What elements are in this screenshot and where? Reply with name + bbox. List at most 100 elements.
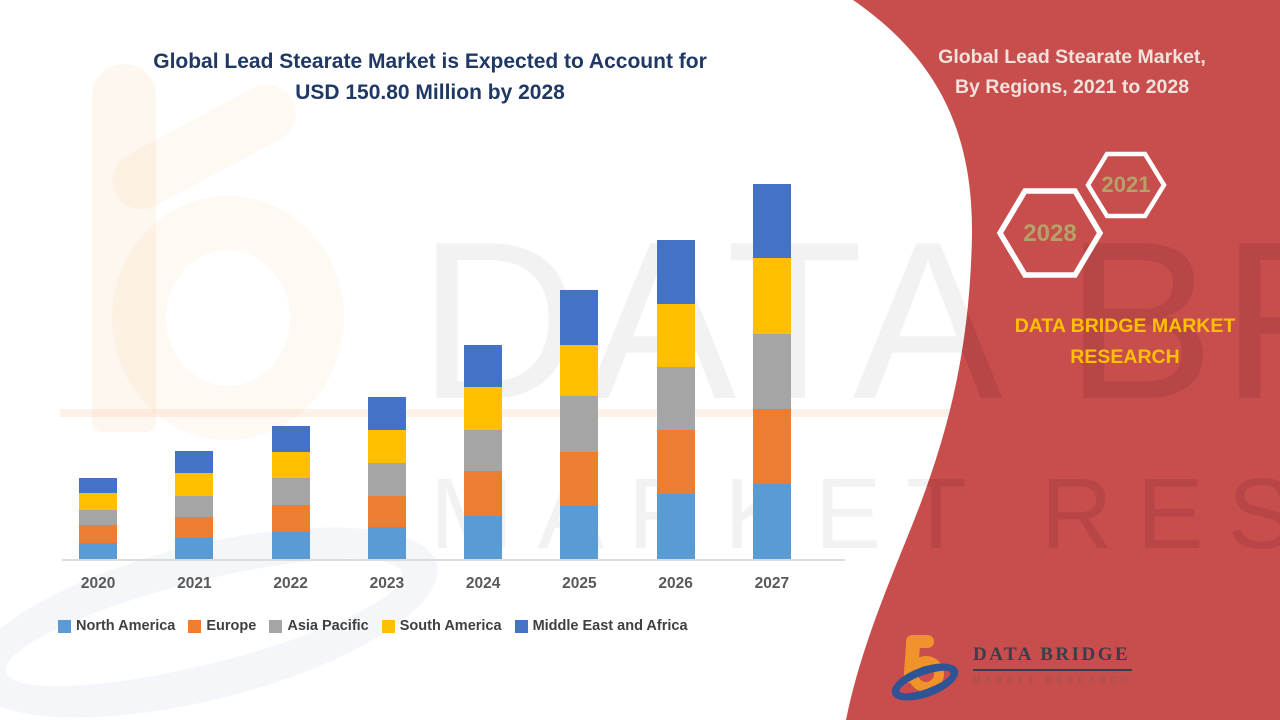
- bar-column-2020: [50, 179, 146, 559]
- chart-title-line2: USD 150.80 Million by 2028: [295, 81, 565, 104]
- legend-label-europe: Europe: [206, 618, 257, 634]
- segment-middle-east-and-africa: [367, 397, 406, 431]
- x-tick-2025: 2025: [562, 575, 597, 592]
- segment-middle-east-and-africa: [560, 289, 599, 346]
- segment-asia-pacific: [560, 396, 599, 453]
- chart-legend: North America Europe Asia Pacific South Ame…: [58, 618, 848, 634]
- databridge-logo-icon: [886, 631, 967, 709]
- sidebar-title: Global Lead Stearate Market, By Regions,…: [900, 42, 1244, 102]
- segment-south-america: [656, 304, 695, 368]
- legend-item-asia-pacific: Asia Pacific: [269, 618, 369, 634]
- logo-text-block: DATA BRIDGE MARKET RESEARCH: [973, 631, 1133, 685]
- x-axis-labels: 2020 2021 2022 2023 2024 2025 2026 2027: [50, 575, 820, 593]
- chart-title-line1: Global Lead Stearate Market is Expected …: [153, 50, 707, 73]
- segment-north-america: [79, 542, 118, 559]
- legend-label-middle-east-and-africa: Middle East and Africa: [532, 618, 688, 634]
- segment-asia-pacific: [271, 478, 310, 506]
- bar-column-2026: [628, 179, 724, 559]
- hexagon-outline: [996, 188, 1104, 278]
- segment-asia-pacific: [79, 510, 118, 526]
- x-tick-2022: 2022: [273, 575, 308, 592]
- chart-title: Global Lead Stearate Market is Expected …: [60, 46, 800, 108]
- x-tick-2026: 2026: [658, 575, 693, 592]
- hexagon-year-front: 2021: [1102, 172, 1151, 197]
- segment-south-america: [175, 472, 214, 496]
- segment-north-america: [271, 532, 310, 559]
- logo-tagline: MARKET RESEARCH: [973, 675, 1133, 685]
- segment-south-america: [752, 258, 791, 334]
- legend-label-north-america: North America: [76, 618, 176, 634]
- legend-label-south-america: South America: [399, 618, 502, 634]
- segment-europe: [752, 408, 791, 484]
- hexagon-outline: [1085, 151, 1167, 219]
- logo-b-bowl: [908, 656, 944, 692]
- segment-north-america: [560, 506, 599, 559]
- legend-swatch-europe: [188, 619, 202, 633]
- segment-europe: [656, 430, 695, 495]
- segment-south-america: [271, 452, 310, 479]
- segment-europe: [367, 495, 406, 527]
- hexagon-year-back: 2028: [1023, 220, 1076, 247]
- segment-middle-east-and-africa: [175, 450, 214, 473]
- stacked-bar-2023: [367, 397, 406, 559]
- legend-label-asia-pacific: Asia Pacific: [287, 618, 369, 634]
- x-axis-line: [62, 559, 845, 561]
- sidebar-title-line1: Global Lead Stearate Market,: [938, 46, 1206, 68]
- segment-asia-pacific: [175, 495, 214, 517]
- hexagon-badge-2028: 2028: [996, 188, 1104, 278]
- segment-europe: [464, 471, 503, 516]
- segment-middle-east-and-africa: [464, 345, 503, 388]
- segment-middle-east-and-africa: [79, 478, 118, 494]
- segment-middle-east-and-africa: [752, 184, 791, 259]
- stacked-bar-2025: [560, 289, 599, 559]
- segment-south-america: [367, 430, 406, 464]
- segment-south-america: [560, 345, 599, 397]
- bar-column-2022: [243, 179, 339, 559]
- legend-item-south-america: South America: [381, 618, 502, 634]
- brand-name: DATA BRIDGE MARKET RESEARCH: [1014, 315, 1236, 368]
- legend-item-north-america: North America: [58, 618, 175, 634]
- bar-column-2024: [435, 179, 531, 559]
- legend-swatch-asia-pacific: [269, 619, 283, 633]
- red-panel-shape: [846, 0, 1280, 720]
- segment-middle-east-and-africa: [656, 240, 695, 305]
- x-tick-2020: 2020: [80, 575, 116, 592]
- stacked-bar-plot: [50, 179, 820, 559]
- bar-column-2023: [339, 179, 435, 559]
- legend-swatch-north-america: [58, 619, 71, 633]
- segment-asia-pacific: [656, 367, 695, 431]
- x-tick-2027: 2027: [754, 575, 790, 592]
- segment-south-america: [79, 493, 118, 511]
- segment-europe: [175, 516, 214, 538]
- segment-south-america: [464, 387, 503, 431]
- legend-swatch-middle-east-and-africa: [514, 619, 528, 633]
- stacked-bar-2020: [79, 478, 118, 559]
- stacked-bar-2022: [271, 426, 310, 559]
- stacked-bar-2027: [752, 184, 791, 559]
- bar-column-2025: [531, 179, 627, 559]
- segment-asia-pacific: [367, 463, 406, 496]
- segment-europe: [271, 505, 310, 533]
- segment-europe: [79, 525, 118, 543]
- segment-north-america: [656, 494, 695, 559]
- segment-middle-east-and-africa: [271, 426, 310, 453]
- segment-asia-pacific: [464, 430, 503, 472]
- segment-north-america: [464, 516, 503, 559]
- databridge-logo: DATA BRIDGE MARKET RESEARCH: [886, 631, 1133, 709]
- stacked-bar-2021: [175, 450, 214, 559]
- stacked-bar-2024: [464, 345, 503, 559]
- segment-north-america: [175, 537, 214, 559]
- legend-item-middle-east-and-africa: Middle East and Africa: [514, 618, 688, 634]
- legend-item-europe: Europe: [188, 618, 256, 634]
- legend-swatch-south-america: [381, 619, 395, 633]
- stacked-bar-2026: [656, 240, 695, 559]
- bar-column-2021: [146, 179, 242, 559]
- segment-asia-pacific: [752, 333, 791, 409]
- x-tick-2024: 2024: [465, 575, 501, 592]
- logo-company-name: DATA BRIDGE: [973, 644, 1133, 671]
- sidebar-title-line2: By Regions, 2021 to 2028: [954, 76, 1190, 98]
- segment-north-america: [367, 526, 406, 559]
- x-tick-2021: 2021: [177, 575, 212, 592]
- hexagon-badge-2021: 2021: [1085, 151, 1167, 219]
